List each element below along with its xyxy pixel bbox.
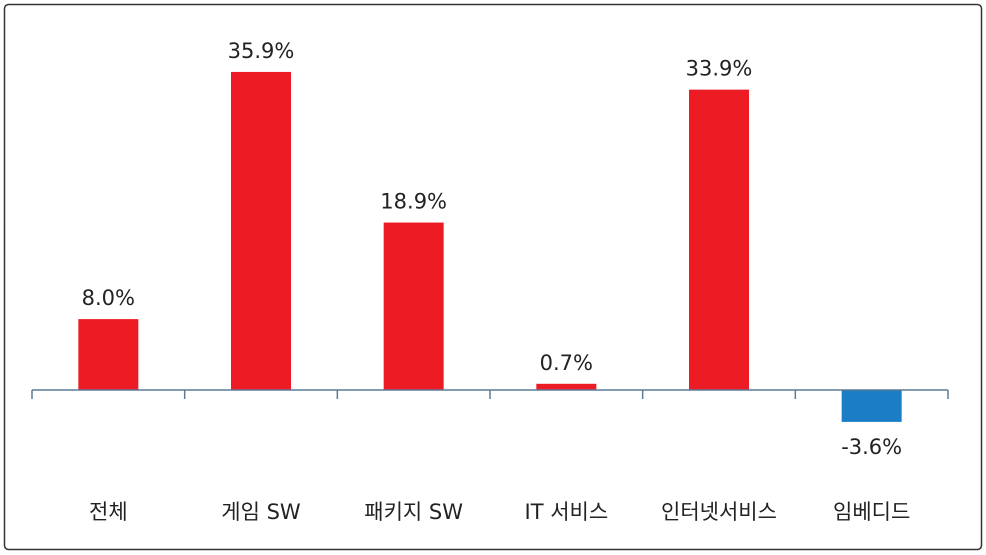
x-tick-label: 인터넷서비스	[661, 500, 777, 524]
bar	[78, 319, 139, 390]
x-tick-label: 전체	[89, 500, 128, 524]
value-label: 0.7%	[540, 351, 593, 375]
bar	[536, 383, 597, 390]
x-tick-label: 게임 SW	[221, 500, 301, 524]
x-tick-label: IT 서비스	[525, 500, 609, 524]
bar	[689, 89, 749, 391]
value-label: -3.6%	[841, 435, 902, 459]
value-label: 33.9%	[686, 57, 753, 81]
value-label: 18.9%	[380, 190, 447, 214]
bar	[383, 222, 444, 390]
bar	[841, 390, 902, 422]
bar	[231, 71, 291, 391]
frame	[3, 3, 983, 551]
value-label: 8.0%	[82, 286, 135, 310]
x-tick-label: 임베디드	[833, 500, 910, 524]
value-label: 35.9%	[228, 39, 295, 63]
x-tick-label: 패키지 SW	[364, 500, 463, 524]
